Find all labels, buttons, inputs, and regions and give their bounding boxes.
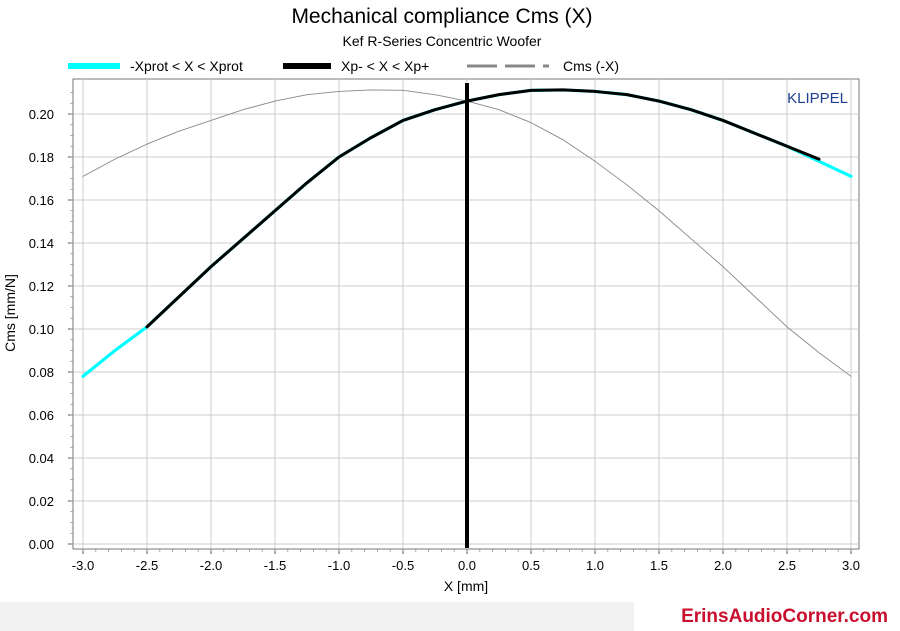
y-tick-label: 0.12 <box>29 279 54 294</box>
legend-label-0: -Xprot < X < Xprot <box>130 58 243 74</box>
y-tick-label: 0.10 <box>29 322 54 337</box>
series-layer <box>81 83 853 548</box>
brand-link[interactable]: ErinsAudioCorner.com <box>681 606 888 627</box>
footer-box <box>634 602 900 631</box>
legend-label-1: Xp- < X < Xp+ <box>341 58 429 74</box>
y-tick-label: 0.00 <box>29 537 54 552</box>
legend-label-2: Cms (-X) <box>563 58 619 74</box>
chart-title: Mechanical compliance Cms (X) <box>291 5 592 28</box>
x-tick-label: -0.5 <box>392 558 414 573</box>
x-tick-label: -2.5 <box>136 558 158 573</box>
y-tick-label: 0.04 <box>29 451 54 466</box>
x-tick-label: -2.0 <box>200 558 222 573</box>
y-tick-label: 0.18 <box>29 150 54 165</box>
series-line-1 <box>145 88 821 329</box>
watermark: KLIPPEL <box>787 90 848 107</box>
chart-subtitle: Kef R-Series Concentric Woofer <box>343 33 542 49</box>
x-tick-label: 3.0 <box>842 558 860 573</box>
x-tick-label: -1.5 <box>264 558 286 573</box>
x-tick-label: 1.0 <box>586 558 604 573</box>
y-axis-label: Cms [mm/N] <box>2 274 18 352</box>
chart-area: Mechanical compliance Cms (X) Kef R-Seri… <box>2 5 860 594</box>
x-tick-label: -1.0 <box>328 558 350 573</box>
x-tick-label: 2.0 <box>714 558 732 573</box>
y-tick-label: 0.02 <box>29 494 54 509</box>
y-tick-label: 0.14 <box>29 236 54 251</box>
x-tick-label: 2.5 <box>778 558 796 573</box>
x-axis-label: X [mm] <box>444 578 488 594</box>
y-tick-label: 0.20 <box>29 107 54 122</box>
axis-ticks: -3.0 -2.5 -2.0 -1.5 -1.0 -0.5 0.0 0.5 1.0 1.5 2.0 2… <box>29 92 860 573</box>
x-tick-label: 0.0 <box>458 558 476 573</box>
y-tick-label: 0.16 <box>29 193 54 208</box>
x-tick-label: 1.5 <box>650 558 668 573</box>
y-tick-label: 0.08 <box>29 365 54 380</box>
plot-frame <box>72 78 860 550</box>
x-tick-label: 0.5 <box>522 558 540 573</box>
legend: -Xprot < X < Xprot Xp- < X < Xp+ Cms (-X) <box>68 58 619 74</box>
x-tick-label: -3.0 <box>72 558 94 573</box>
y-tick-label: 0.06 <box>29 408 54 423</box>
